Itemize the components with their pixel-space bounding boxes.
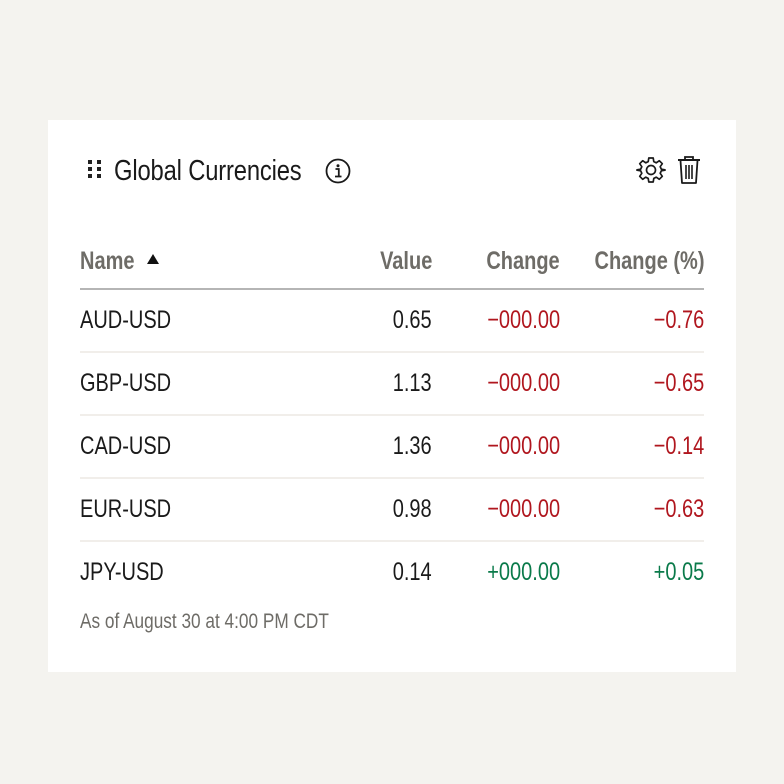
currencies-table: Name Value Change Change (%) AUD-USD 0.6… bbox=[80, 234, 704, 603]
column-header-change[interactable]: Change bbox=[432, 234, 560, 290]
table-row[interactable]: EUR-USD 0.98 −000.00 −0.63 bbox=[80, 478, 704, 542]
table-row[interactable]: AUD-USD 0.65 −000.00 −0.76 bbox=[80, 289, 704, 353]
table-row[interactable]: CAD-USD 1.36 −000.00 −0.14 bbox=[80, 415, 704, 479]
currency-change-percent: −0.14 bbox=[560, 415, 704, 479]
currency-value: 0.14 bbox=[393, 558, 432, 586]
info-icon[interactable] bbox=[325, 158, 351, 184]
currency-pair: EUR-USD bbox=[80, 478, 350, 542]
currency-change-percent: −0.65 bbox=[560, 352, 704, 416]
currency-value: 1.36 bbox=[350, 415, 432, 479]
currency-change-percent: −0.63 bbox=[560, 478, 704, 542]
delete-button[interactable] bbox=[674, 154, 704, 186]
currency-change-percent: −0.76 bbox=[560, 289, 704, 353]
column-header-name[interactable]: Name bbox=[80, 234, 350, 290]
currency-value: 0.98 bbox=[350, 478, 432, 542]
currency-change: −000.00 bbox=[432, 352, 560, 416]
currency-value: 1.13 bbox=[350, 352, 432, 416]
currency-pair: CAD-USD bbox=[80, 415, 350, 479]
last-updated-timestamp: As of August 30 at 4:00 PM CDT bbox=[80, 610, 329, 633]
currency-value: 0.65 bbox=[350, 289, 432, 353]
currency-pair: AUD-USD bbox=[80, 289, 350, 353]
currency-change: −000.00 bbox=[432, 415, 560, 479]
currency-pair: GBP-USD bbox=[80, 352, 350, 416]
currency-change: +000.00 bbox=[487, 558, 560, 586]
column-header-value[interactable]: Value bbox=[350, 234, 432, 290]
widget-title: Global Currencies bbox=[114, 154, 302, 187]
table-row[interactable]: GBP-USD 1.13 −000.00 −0.65 bbox=[80, 352, 704, 416]
currency-change: −000.00 bbox=[432, 478, 560, 542]
currency-change-percent: +0.05 bbox=[653, 558, 704, 586]
gear-icon bbox=[636, 157, 666, 183]
currency-pair: JPY-USD bbox=[80, 558, 164, 586]
drag-handle-icon[interactable] bbox=[88, 160, 102, 182]
column-header-change-percent[interactable]: Change (%) bbox=[560, 234, 704, 290]
widget-header: Global Currencies bbox=[80, 152, 704, 190]
table-row[interactable]: JPY-USD 0.14 +000.00 +0.05 bbox=[80, 541, 704, 603]
trash-icon bbox=[678, 156, 700, 184]
sort-ascending-icon bbox=[147, 253, 160, 264]
settings-button[interactable] bbox=[636, 154, 666, 186]
global-currencies-widget: Global Currencies bbox=[48, 120, 736, 672]
currency-change: −000.00 bbox=[432, 289, 560, 353]
widget-actions bbox=[636, 154, 704, 186]
table-header-row: Name Value Change Change (%) bbox=[80, 234, 704, 290]
